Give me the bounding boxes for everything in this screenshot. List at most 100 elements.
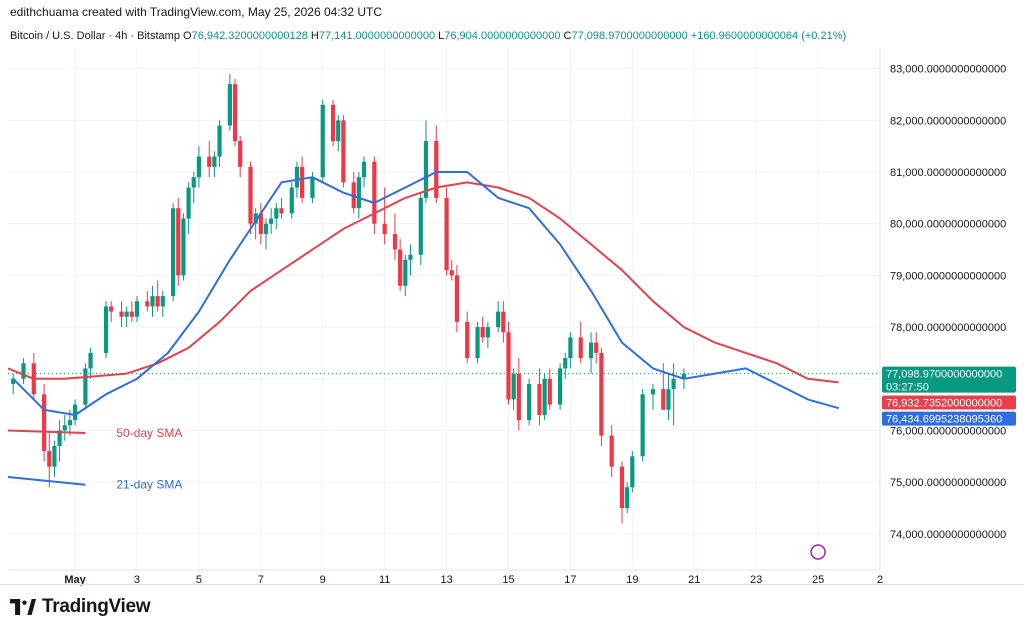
candle-body[interactable] — [681, 373, 687, 379]
candle-body[interactable] — [434, 141, 439, 198]
candle-body[interactable] — [238, 141, 243, 167]
price-chart[interactable]: 83,000.0000000000000 82,000.0000000000000… — [0, 48, 1024, 588]
candle-body[interactable] — [475, 327, 480, 359]
candle-body[interactable] — [356, 177, 361, 209]
candle-body[interactable] — [588, 342, 594, 359]
candle-body[interactable] — [171, 208, 176, 297]
candle-body[interactable] — [578, 337, 583, 359]
candle-body[interactable] — [398, 249, 403, 286]
candle-body[interactable] — [619, 466, 625, 508]
candle-body[interactable] — [465, 321, 470, 359]
candle-body[interactable] — [57, 430, 62, 446]
candle-body[interactable] — [418, 197, 423, 255]
candle-body[interactable] — [557, 368, 563, 405]
candle-body[interactable] — [496, 311, 501, 328]
candle-body[interactable] — [666, 389, 671, 410]
candle-body[interactable] — [119, 311, 124, 317]
candle-body[interactable] — [263, 223, 269, 235]
candle-body[interactable] — [516, 373, 521, 421]
candle-body[interactable] — [227, 84, 232, 126]
candle-body[interactable] — [52, 445, 57, 467]
candle-body[interactable] — [103, 306, 109, 353]
candle-body[interactable] — [129, 311, 134, 317]
candle-body[interactable] — [594, 342, 599, 353]
candle-body[interactable] — [181, 218, 186, 276]
last-price-tag-bg — [882, 366, 1016, 393]
candle-body[interactable] — [207, 156, 212, 167]
close-label: C — [563, 30, 572, 42]
candle-body[interactable] — [109, 306, 114, 312]
candle-body[interactable] — [191, 177, 196, 188]
candle-body[interactable] — [330, 104, 336, 142]
candle-body[interactable] — [336, 120, 341, 142]
candle-body[interactable] — [511, 373, 516, 400]
candle-body[interactable] — [640, 394, 645, 457]
candle-body[interactable] — [134, 301, 140, 317]
candle-body[interactable] — [155, 296, 160, 307]
candle-body[interactable] — [408, 254, 413, 260]
candle-body[interactable] — [547, 378, 552, 405]
candle-body[interactable] — [274, 208, 279, 219]
candle-body[interactable] — [124, 311, 129, 317]
candle-body[interactable] — [341, 120, 346, 183]
candle-body[interactable] — [47, 451, 52, 467]
candle-body[interactable] — [454, 275, 459, 322]
candle-body[interactable] — [11, 378, 16, 384]
candle-body[interactable] — [630, 456, 635, 488]
candle-body[interactable] — [212, 156, 217, 167]
candle-body[interactable] — [527, 383, 532, 421]
candle-body[interactable] — [21, 363, 26, 379]
candle-body[interactable] — [160, 296, 165, 307]
candle-body[interactable] — [310, 177, 315, 198]
candle-body[interactable] — [88, 352, 93, 369]
replay-icon[interactable] — [810, 544, 826, 560]
open-label: O — [183, 30, 192, 42]
candle-body[interactable] — [599, 352, 604, 436]
candle-body[interactable] — [196, 156, 202, 178]
candle-body[interactable] — [248, 166, 253, 224]
candle-body[interactable] — [372, 161, 377, 224]
candle-body[interactable] — [300, 166, 305, 198]
candle-body[interactable] — [320, 104, 325, 178]
candle-body[interactable] — [232, 84, 238, 142]
candle-body[interactable] — [650, 389, 656, 395]
candle-body[interactable] — [279, 208, 284, 214]
last-price-countdown: 03:27:50 — [886, 382, 929, 394]
candle-body[interactable] — [392, 234, 398, 250]
candle-body[interactable] — [671, 378, 676, 390]
candle-body[interactable] — [269, 218, 274, 224]
candle-body[interactable] — [480, 327, 485, 338]
candle-body[interactable] — [542, 378, 547, 415]
candle-body[interactable] — [485, 327, 490, 338]
symbol-label[interactable]: Bitcoin / U.S. Dollar · 4h · Bitstamp — [10, 30, 180, 42]
candle-body[interactable] — [361, 161, 367, 178]
candle-body[interactable] — [501, 311, 506, 333]
candle-body[interactable] — [444, 197, 449, 271]
candle-body[interactable] — [506, 332, 511, 400]
candle-body[interactable] — [217, 125, 222, 157]
candle-body[interactable] — [449, 270, 454, 276]
candle-body[interactable] — [176, 208, 181, 276]
candle-body[interactable] — [423, 141, 429, 198]
candle-body[interactable] — [186, 187, 191, 219]
candle-body[interactable] — [537, 383, 542, 415]
candle-body[interactable] — [253, 213, 258, 224]
candle-body[interactable] — [258, 213, 263, 235]
candle-body[interactable] — [42, 394, 47, 452]
candle-body[interactable] — [150, 296, 155, 307]
candle-body[interactable] — [661, 389, 666, 410]
high-value: 77,141.0000000000000 — [318, 30, 436, 42]
candle-body[interactable] — [563, 358, 568, 369]
candle-body[interactable] — [62, 425, 67, 431]
candle-body[interactable] — [625, 487, 630, 508]
candle-body[interactable] — [72, 404, 78, 421]
candle-body[interactable] — [83, 368, 88, 405]
candle-body[interactable] — [145, 301, 150, 307]
candle-body[interactable] — [568, 337, 573, 359]
candle-body[interactable] — [67, 420, 73, 426]
candle-body[interactable] — [382, 223, 387, 235]
candle-body[interactable] — [403, 259, 408, 286]
candle-body[interactable] — [294, 166, 300, 188]
candle-body[interactable] — [289, 187, 294, 214]
candle-body[interactable] — [609, 435, 614, 467]
